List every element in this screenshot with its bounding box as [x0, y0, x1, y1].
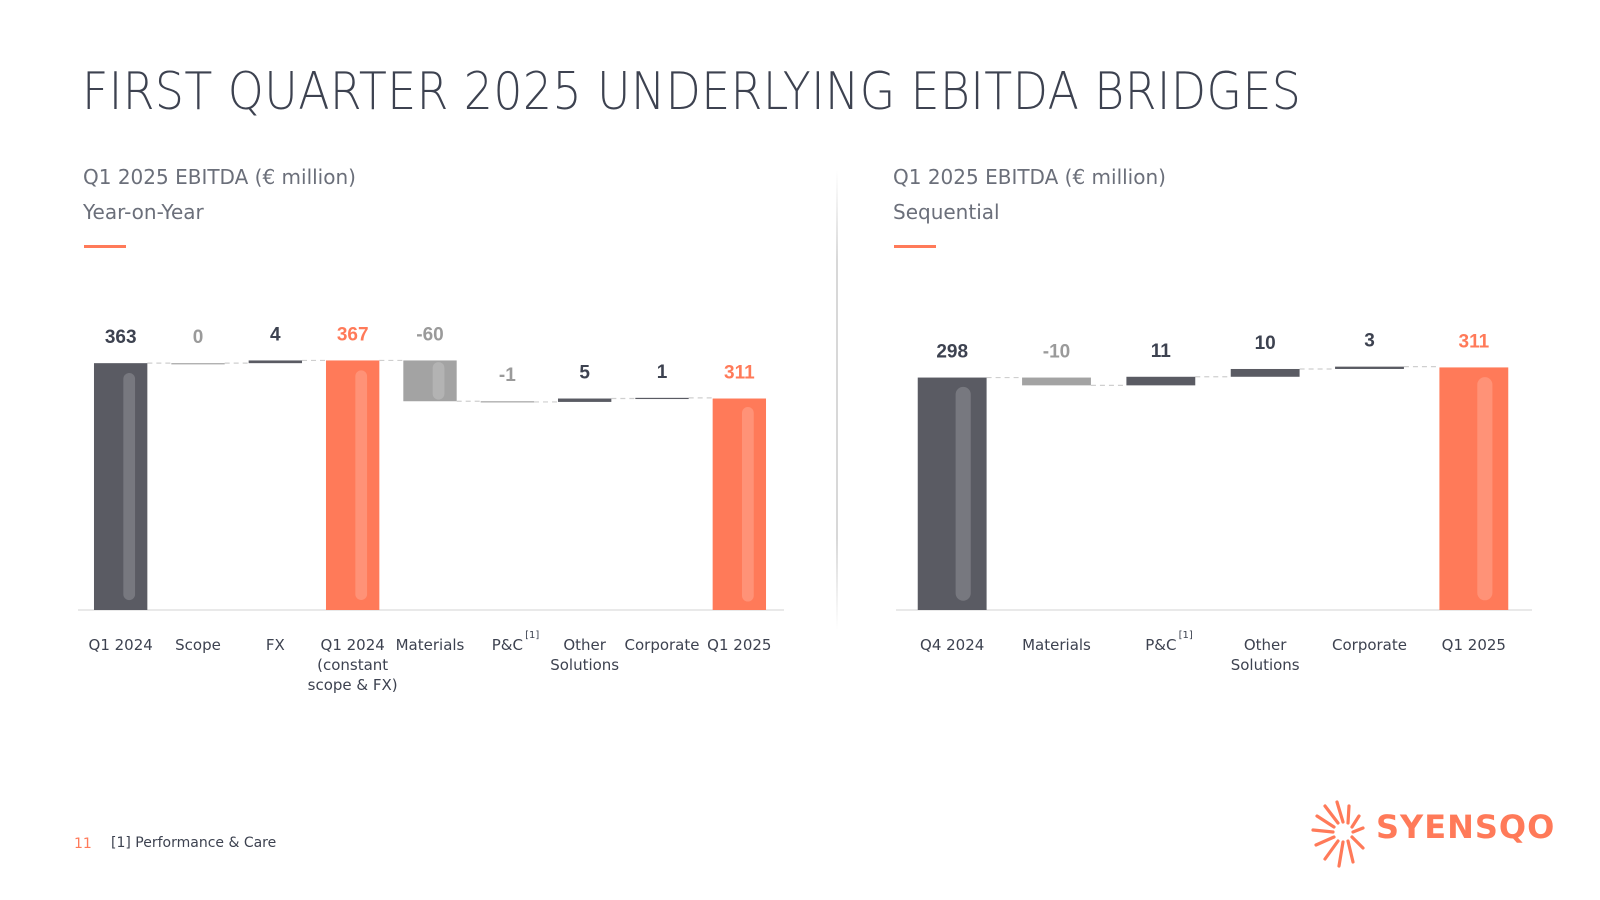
category-label: Q1 2025: [1442, 636, 1506, 654]
bar-highlight: [432, 362, 445, 400]
category-label: P&C: [492, 636, 523, 654]
category-label-line: Q4 2024: [920, 636, 984, 654]
data-label: 10: [1255, 333, 1276, 354]
category-label: FX: [266, 636, 285, 654]
data-label: 298: [936, 342, 968, 363]
footnote-marker: [1]: [525, 630, 539, 641]
category-label-line: Materials: [396, 636, 465, 654]
left-accent-rule: [84, 245, 126, 248]
waterfall-bar: [93, 363, 148, 610]
waterfall-bar: [1335, 366, 1404, 369]
data-label: 0: [193, 327, 204, 348]
category-label-line: Q1 2024: [321, 636, 385, 654]
category-label-line: scope & FX): [308, 676, 398, 694]
data-label: 1: [657, 362, 668, 383]
category-label-line: Corporate: [1332, 636, 1407, 654]
category-label: Other Solutions: [1231, 636, 1300, 674]
waterfall-bar: [1022, 377, 1091, 386]
category-label-line: Q1 2025: [1442, 636, 1506, 654]
waterfall-bar: [480, 401, 535, 403]
bar-highlight: [1477, 377, 1493, 601]
waterfall-bar: [557, 398, 612, 402]
left-chart-subheading: Year-on-Year: [83, 200, 204, 224]
waterfall-bar: [1439, 367, 1509, 610]
data-label: 11: [1151, 341, 1172, 362]
category-label-line: (constant: [317, 656, 388, 674]
category-label-line: P&C: [492, 636, 523, 654]
data-label: 367: [337, 324, 369, 345]
waterfall-bar: [248, 360, 303, 364]
category-label-line: Solutions: [550, 656, 619, 674]
panel-divider: [836, 170, 838, 630]
waterfall-bar: [635, 397, 689, 400]
category-label: Materials: [1022, 636, 1091, 654]
category-label: Q4 2024: [920, 636, 984, 654]
category-label-line: Solutions: [1231, 656, 1300, 674]
waterfall-bar: [403, 360, 457, 402]
category-label: Q1 2025: [707, 636, 771, 654]
bar-highlight: [955, 386, 971, 601]
category-label: Other Solutions: [550, 636, 619, 674]
data-label: -1: [499, 365, 516, 386]
data-label: 4: [270, 324, 281, 345]
category-label: Scope: [175, 636, 221, 654]
category-label-line: Materials: [1022, 636, 1091, 654]
waterfall-bar: [917, 377, 987, 610]
category-label: Q1 2024: [89, 636, 153, 654]
category-label-line: Other: [563, 636, 606, 654]
data-label: -60: [416, 324, 443, 345]
footnote-marker: [1]: [1179, 630, 1193, 641]
category-label: Materials: [396, 636, 465, 654]
right-chart-subheading: Sequential: [893, 200, 1000, 224]
category-label: Corporate: [1332, 636, 1407, 654]
brand-logo: SYENSQO: [1310, 790, 1560, 875]
right-chart-heading: Q1 2025 EBITDA (€ million): [893, 165, 1166, 189]
left-chart-heading: Q1 2025 EBITDA (€ million): [83, 165, 356, 189]
category-label-line: FX: [266, 636, 285, 654]
category-label-line: Q1 2024: [89, 636, 153, 654]
sunburst-logo-icon: [1311, 800, 1365, 868]
page-title: FIRST QUARTER 2025 UNDERLYING EBITDA BRI…: [82, 62, 1302, 122]
yoy-waterfall-chart: 363 Q1 2024 0 Scope 4 FX 367 Q1 2024 (constant sc…: [78, 324, 784, 694]
data-label: 311: [1459, 331, 1490, 352]
category-label-line: Q1 2025: [707, 636, 771, 654]
data-label: -10: [1043, 342, 1070, 363]
brand-wordmark: SYENSQO: [1376, 808, 1556, 846]
waterfall-bar: [712, 398, 767, 610]
waterfall-bar: [325, 360, 380, 610]
bar-highlight: [355, 370, 368, 601]
waterfall-bar: [171, 363, 225, 365]
page-number: 11: [74, 836, 92, 852]
footnote: [1] Performance & Care: [111, 835, 277, 851]
bar-highlight: [742, 406, 754, 602]
category-label-line: Scope: [175, 636, 221, 654]
waterfall-bar: [1230, 368, 1300, 377]
right-accent-rule: [894, 245, 936, 248]
category-label-line: Corporate: [625, 636, 700, 654]
category-label: Corporate: [625, 636, 700, 654]
category-label-line: P&C: [1145, 636, 1176, 654]
waterfall-bar: [1126, 376, 1196, 386]
category-label: Q1 2024 (constant scope & FX): [308, 636, 398, 694]
sequential-waterfall-chart: 298 Q4 2024 -10 Materials 11 P&C[1] 10 Other Sol…: [896, 331, 1532, 674]
data-label: 5: [579, 363, 590, 384]
bar-highlight: [123, 373, 136, 601]
data-label: 363: [105, 327, 137, 348]
category-label-line: Other: [1244, 636, 1287, 654]
category-label: P&C: [1145, 636, 1176, 654]
data-label: 3: [1364, 331, 1375, 352]
data-label: 311: [724, 363, 755, 384]
